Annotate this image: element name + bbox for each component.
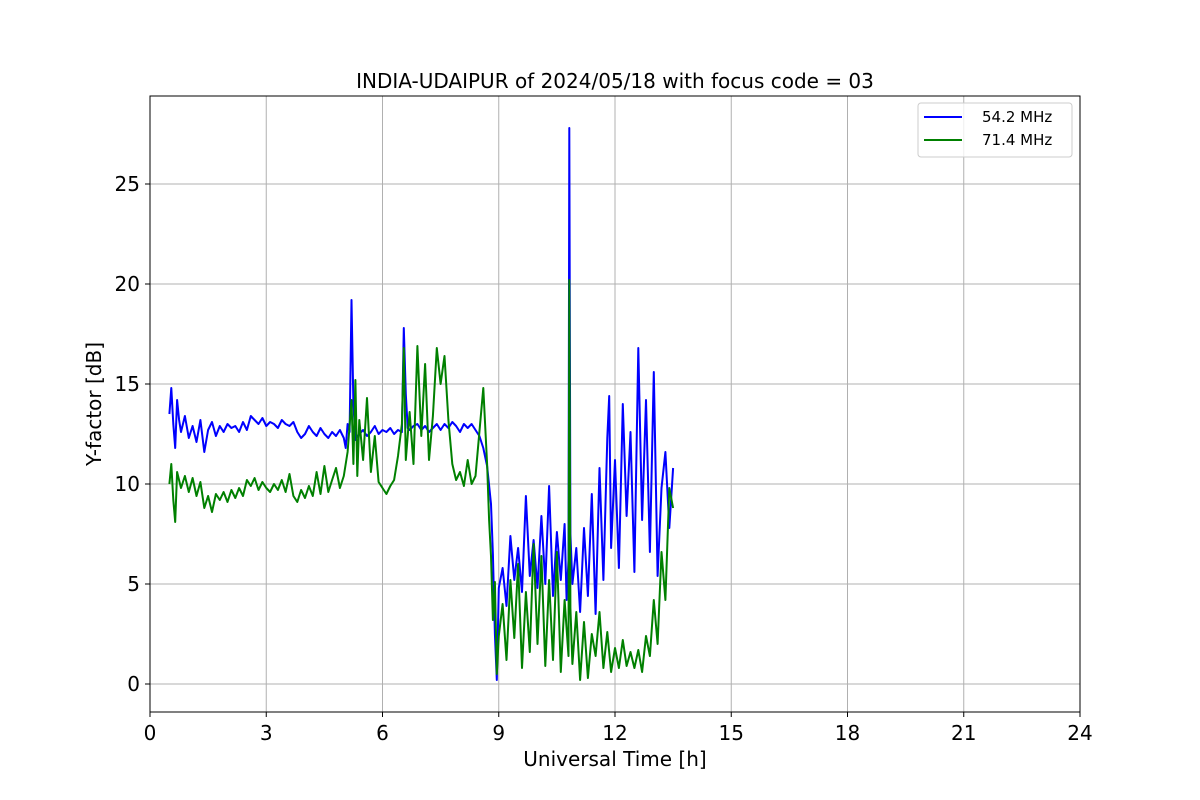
x-tick-label: 3 xyxy=(260,721,273,745)
x-tick-label: 15 xyxy=(719,721,744,745)
x-axis-ticks: 0 3 6 9 12 15 18 21 24 xyxy=(144,712,1093,745)
series-lines xyxy=(168,127,675,681)
y-axis-ticks: 0 5 10 15 20 25 xyxy=(115,172,150,696)
legend-label-71-mhz: 71.4 MHz xyxy=(982,131,1052,149)
y-tick-label: 0 xyxy=(127,672,140,696)
legend: 54.2 MHz 71.4 MHz xyxy=(917,102,1073,158)
y-axis-label: Y-factor [dB] xyxy=(82,342,106,467)
y-tick-label: 5 xyxy=(127,572,140,596)
series-line-0 xyxy=(168,127,675,681)
y-tick-label: 25 xyxy=(115,172,140,196)
x-tick-label: 0 xyxy=(144,721,157,745)
x-tick-label: 12 xyxy=(602,721,627,745)
grid xyxy=(149,96,1081,712)
x-tick-label: 18 xyxy=(835,721,860,745)
x-axis-label: Universal Time [h] xyxy=(523,747,706,771)
x-tick-label: 6 xyxy=(376,721,389,745)
x-tick-label: 21 xyxy=(951,721,976,745)
series-line-1 xyxy=(168,279,675,681)
chart-title: INDIA-UDAIPUR of 2024/05/18 with focus c… xyxy=(356,69,874,93)
y-tick-label: 15 xyxy=(115,372,140,396)
x-tick-label: 24 xyxy=(1067,721,1092,745)
x-tick-label: 9 xyxy=(492,721,505,745)
y-tick-label: 10 xyxy=(115,472,140,496)
y-tick-label: 20 xyxy=(115,272,140,296)
legend-label-54-mhz: 54.2 MHz xyxy=(982,108,1052,126)
